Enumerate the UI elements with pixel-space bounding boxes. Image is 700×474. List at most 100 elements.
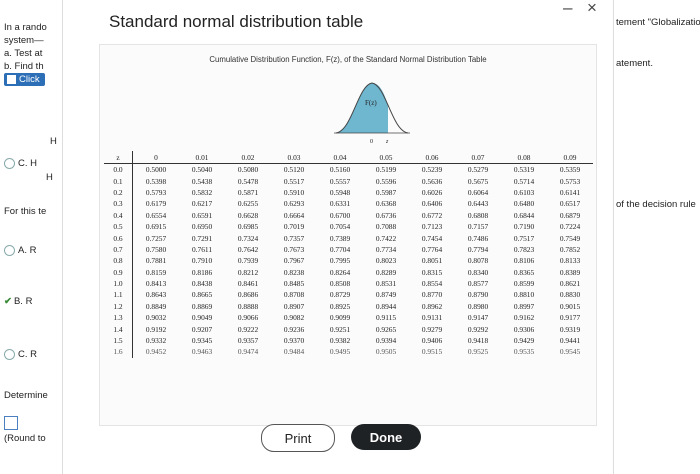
probability-cell: 0.5040 <box>191 165 213 175</box>
probability-cell: 0.9099 <box>329 313 351 323</box>
probability-cell: 0.9222 <box>237 324 259 334</box>
probability-cell: 0.8810 <box>513 290 535 300</box>
probability-cell: 0.5000 <box>145 165 167 175</box>
probability-cell: 0.8577 <box>467 279 489 289</box>
bg-option-b[interactable]: ✔ B. R <box>4 296 33 307</box>
bg-text: b. Find th <box>4 61 44 72</box>
probability-cell: 0.9015 <box>559 301 581 311</box>
probability-cell: 0.8665 <box>191 290 213 300</box>
probability-cell: 0.8790 <box>467 290 489 300</box>
probability-cell: 0.8133 <box>559 256 581 266</box>
z-value-cell: 0.9 <box>104 266 133 278</box>
table-row: 1.5 0.9332 0.9345 0.9357 0.9370 0.9382 0.9394 0… <box>104 334 593 347</box>
probability-cell: 0.9032 <box>145 313 167 323</box>
column-header: 0.01 <box>179 151 225 164</box>
probability-cell: 0.7995 <box>329 256 351 266</box>
probability-cell: 0.9515 <box>421 347 443 357</box>
probability-cell: 0.9429 <box>513 336 535 346</box>
bg-text: For this te <box>4 206 47 217</box>
table-row: 1.0 0.8413 0.8438 0.8461 0.8485 0.8508 0.8531 0… <box>104 277 593 290</box>
probability-cell: 0.9279 <box>421 324 443 334</box>
background-question-right: tement "Globalizatio atement. of the dec… <box>612 0 700 474</box>
probability-cell: 0.8770 <box>421 290 443 300</box>
probability-cell: 0.5160 <box>329 165 351 175</box>
answer-box[interactable] <box>4 416 18 430</box>
probability-cell: 0.8962 <box>421 301 443 311</box>
table-row: 0.0 0.5000 0.5040 0.5080 0.5120 0.5160 0.5199 0… <box>104 163 593 176</box>
probability-cell: 0.6480 <box>513 199 535 209</box>
probability-cell: 0.9370 <box>283 336 305 346</box>
probability-cell: 0.5675 <box>467 176 489 186</box>
probability-cell: 0.5359 <box>559 165 581 175</box>
probability-cell: 0.9066 <box>237 313 259 323</box>
probability-cell: 0.5199 <box>375 165 397 175</box>
bg-click-button[interactable]: Click <box>4 73 45 86</box>
bg-option-c[interactable]: C. R <box>4 349 37 360</box>
probability-cell: 0.9394 <box>375 336 397 346</box>
probability-cell: 0.6217 <box>191 199 213 209</box>
probability-cell: 0.9147 <box>467 313 489 323</box>
bg-option-c-top[interactable]: C. H <box>4 158 37 169</box>
probability-cell: 0.5636 <box>421 176 443 186</box>
probability-cell: 0.7291 <box>191 233 213 243</box>
bg-text: Determine <box>4 390 48 401</box>
print-button[interactable]: Print <box>261 424 335 452</box>
minimize-button[interactable]: – <box>563 0 573 17</box>
probability-cell: 0.9049 <box>191 313 213 323</box>
probability-cell: 0.6255 <box>237 199 259 209</box>
bg-option-a[interactable]: A. R <box>4 245 36 256</box>
z-value-cell: 0.0 <box>104 163 133 176</box>
probability-cell: 0.5080 <box>237 165 259 175</box>
probability-cell: 0.8729 <box>329 290 351 300</box>
table-row: 1.1 0.8643 0.8665 0.8686 0.8708 0.8729 0.8749 0… <box>104 289 593 301</box>
probability-cell: 0.8023 <box>375 256 397 266</box>
table-row: 1.4 0.9192 0.9207 0.9222 0.9236 0.9251 0.9265 0… <box>104 323 593 335</box>
probability-cell: 0.6026 <box>421 187 443 197</box>
probability-cell: 0.8438 <box>191 279 213 289</box>
done-button[interactable]: Done <box>351 424 421 450</box>
probability-cell: 0.7704 <box>329 244 351 254</box>
normal-curve <box>335 82 409 134</box>
probability-cell: 0.8621 <box>559 279 581 289</box>
probability-cell: 0.7967 <box>283 256 305 266</box>
probability-cell: 0.6064 <box>467 187 489 197</box>
probability-cell: 0.5120 <box>283 165 305 175</box>
probability-cell: 0.7642 <box>237 244 259 254</box>
probability-cell: 0.9474 <box>237 347 259 357</box>
close-button[interactable]: × <box>587 0 597 17</box>
probability-cell: 0.9495 <box>329 347 351 357</box>
table-document: Cumulative Distribution Function, F(z), … <box>99 44 597 426</box>
bg-text: system— <box>4 35 44 46</box>
probability-cell: 0.5793 <box>145 187 167 197</box>
normal-table-dialog: Standard normal distribution table – × C… <box>62 0 614 474</box>
radio-icon <box>4 245 15 256</box>
probability-cell: 0.5319 <box>513 165 535 175</box>
probability-cell: 0.6772 <box>421 210 443 220</box>
probability-cell: 0.7852 <box>559 244 581 254</box>
probability-cell: 0.8944 <box>375 301 397 311</box>
probability-cell: 0.7019 <box>283 222 305 232</box>
probability-cell: 0.5714 <box>513 176 535 186</box>
probability-cell: 0.7611 <box>191 244 213 254</box>
probability-cell: 0.8485 <box>283 279 305 289</box>
probability-cell: 0.6554 <box>145 210 167 220</box>
bg-text: H <box>46 172 53 183</box>
probability-cell: 0.9082 <box>283 313 305 323</box>
probability-cell: 0.9382 <box>329 336 351 346</box>
probability-cell: 0.8264 <box>329 267 351 277</box>
probability-cell: 0.6103 <box>513 187 535 197</box>
probability-cell: 0.8461 <box>237 279 259 289</box>
probability-cell: 0.7764 <box>421 244 443 254</box>
table-row: 0.3 0.6179 0.6217 0.6255 0.6293 0.6331 0.6368 0… <box>104 198 593 210</box>
probability-cell: 0.7794 <box>467 244 489 254</box>
probability-cell: 0.9115 <box>375 313 397 323</box>
probability-cell: 0.7549 <box>559 233 581 243</box>
probability-cell: 0.8554 <box>421 279 443 289</box>
probability-cell: 0.8212 <box>237 267 259 277</box>
probability-cell: 0.7454 <box>421 233 443 243</box>
probability-cell: 0.5596 <box>375 176 397 186</box>
probability-cell: 0.7422 <box>375 233 397 243</box>
bg-text: a. Test at <box>4 48 43 59</box>
probability-cell: 0.7389 <box>329 233 351 243</box>
probability-cell: 0.6985 <box>237 222 259 232</box>
